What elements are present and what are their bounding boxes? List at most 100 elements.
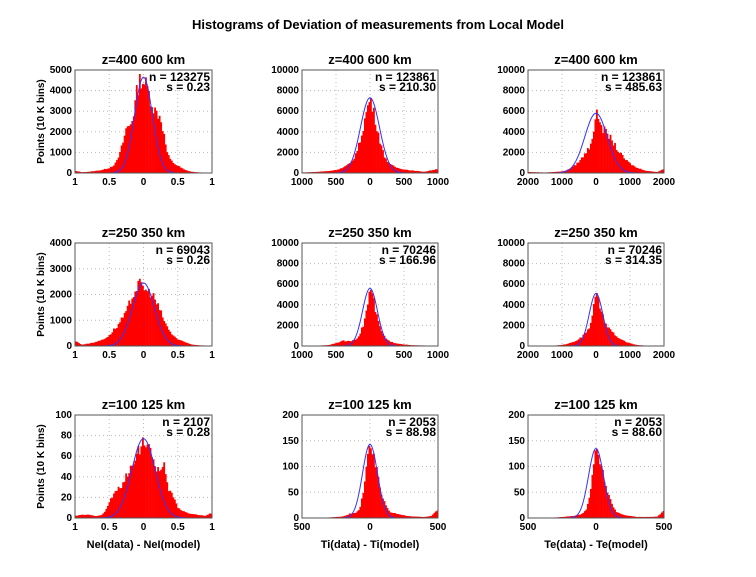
histogram-bar bbox=[400, 169, 403, 173]
histogram-bar bbox=[374, 467, 377, 518]
histogram-bar bbox=[624, 341, 627, 346]
histogram-bar bbox=[145, 447, 147, 518]
histogram-bar bbox=[376, 314, 378, 346]
y-tick-label: 1000 bbox=[50, 315, 73, 326]
histogram-bar bbox=[128, 473, 131, 518]
histogram-bar bbox=[176, 508, 179, 518]
histogram-bar bbox=[164, 323, 167, 346]
x-tick-label: 500 bbox=[328, 177, 345, 188]
stats-annotation: n = 123861 bbox=[601, 70, 662, 84]
histogram-bar bbox=[181, 510, 184, 518]
histogram-bar bbox=[135, 85, 138, 173]
histogram-bar bbox=[178, 339, 181, 346]
x-tick-label: 1000 bbox=[291, 350, 314, 361]
histogram-bar bbox=[585, 509, 588, 518]
axes-box bbox=[527, 69, 665, 174]
histogram-bar bbox=[418, 516, 421, 518]
histogram-bar bbox=[397, 167, 400, 173]
histogram-bar bbox=[603, 126, 606, 173]
histogram-bar bbox=[126, 476, 129, 518]
histogram-bar bbox=[623, 158, 626, 173]
histogram-bar bbox=[638, 168, 641, 173]
histogram-bar bbox=[656, 171, 659, 173]
histogram-bar bbox=[403, 169, 406, 173]
histogram-bar bbox=[359, 333, 362, 346]
histogram-bar bbox=[594, 119, 597, 173]
y-tick-label: 6000 bbox=[277, 106, 300, 117]
histogram-bar bbox=[99, 170, 102, 173]
histogram-bar bbox=[88, 343, 91, 346]
histogram-bar bbox=[202, 515, 205, 518]
histogram-bar bbox=[102, 169, 105, 173]
histogram-bar bbox=[596, 109, 598, 173]
histogram-bar bbox=[173, 336, 176, 346]
histogram-bar bbox=[75, 341, 77, 346]
histogram-bar bbox=[180, 510, 182, 518]
x-tick-label: 0.5 bbox=[102, 350, 116, 361]
histogram-bar bbox=[149, 297, 152, 346]
histogram-bar bbox=[180, 340, 182, 346]
panel-title: z=100 125 km bbox=[102, 397, 185, 412]
histogram-bar bbox=[599, 122, 601, 173]
histogram-bar bbox=[382, 150, 384, 173]
x-tick-label: 0.5 bbox=[171, 177, 185, 188]
histogram-bar bbox=[608, 138, 610, 173]
histogram-bar bbox=[412, 516, 415, 518]
histogram-bar bbox=[629, 343, 632, 346]
x-axis-label: Te(data) - Te(model) bbox=[544, 539, 648, 551]
histogram-bar bbox=[189, 344, 191, 346]
x-tick-label: 1 bbox=[209, 522, 215, 533]
histogram-bar bbox=[413, 171, 416, 173]
histogram-bar bbox=[609, 134, 612, 173]
histogram-bar bbox=[344, 341, 347, 346]
y-tick-label: 8000 bbox=[277, 259, 300, 270]
y-tick-label: 0 bbox=[66, 168, 72, 179]
histogram-bar bbox=[204, 515, 207, 518]
histogram-bar bbox=[356, 338, 359, 346]
histogram-bar bbox=[577, 514, 580, 518]
x-tick-label: 1000 bbox=[619, 350, 642, 361]
histogram-bar bbox=[409, 170, 412, 173]
histogram-bar bbox=[366, 304, 369, 346]
histogram-bar bbox=[529, 171, 532, 173]
histogram-bar bbox=[404, 344, 407, 346]
histogram-bar bbox=[397, 513, 400, 518]
histogram-bar bbox=[424, 171, 427, 173]
x-tick-label: 500 bbox=[328, 350, 345, 361]
histogram-bar bbox=[660, 169, 663, 173]
histogram-bar bbox=[642, 170, 645, 173]
histogram-bar bbox=[615, 512, 618, 518]
stats-annotation: s = 0.26 bbox=[166, 253, 210, 267]
histogram-bar bbox=[362, 326, 365, 346]
histogram-bar bbox=[582, 334, 585, 346]
histogram-bar bbox=[184, 342, 187, 346]
histogram-bar bbox=[324, 171, 327, 173]
x-tick-label: 1 bbox=[72, 522, 78, 533]
histogram-bar bbox=[125, 473, 128, 518]
histogram-bar bbox=[348, 341, 351, 346]
histogram-bar bbox=[600, 465, 603, 518]
histogram-bar bbox=[93, 171, 96, 173]
histogram-bar bbox=[88, 514, 91, 518]
x-tick-label: 1000 bbox=[291, 177, 314, 188]
histogram-bar bbox=[602, 469, 604, 518]
histogram-bar bbox=[603, 322, 606, 346]
histogram-bar bbox=[145, 77, 147, 173]
panel-title: z=400 600 km bbox=[102, 52, 185, 67]
histogram-bar bbox=[90, 515, 93, 518]
histogram-bar bbox=[385, 158, 387, 173]
histogram-bar bbox=[342, 167, 345, 173]
histogram-bar bbox=[78, 515, 80, 518]
histogram-bar bbox=[596, 448, 598, 518]
histogram-bar bbox=[425, 516, 428, 518]
histogram-bar bbox=[596, 292, 598, 346]
histogram-bar bbox=[183, 169, 185, 173]
histogram-bar bbox=[96, 170, 99, 173]
histogram-bar bbox=[151, 295, 153, 346]
histogram-bar bbox=[624, 159, 627, 173]
histogram-bar bbox=[580, 157, 583, 173]
stats-annotation: s = 0.23 bbox=[166, 80, 210, 94]
histogram-bar bbox=[158, 471, 161, 518]
histogram-bar bbox=[178, 508, 181, 518]
histogram-bar bbox=[421, 516, 424, 518]
